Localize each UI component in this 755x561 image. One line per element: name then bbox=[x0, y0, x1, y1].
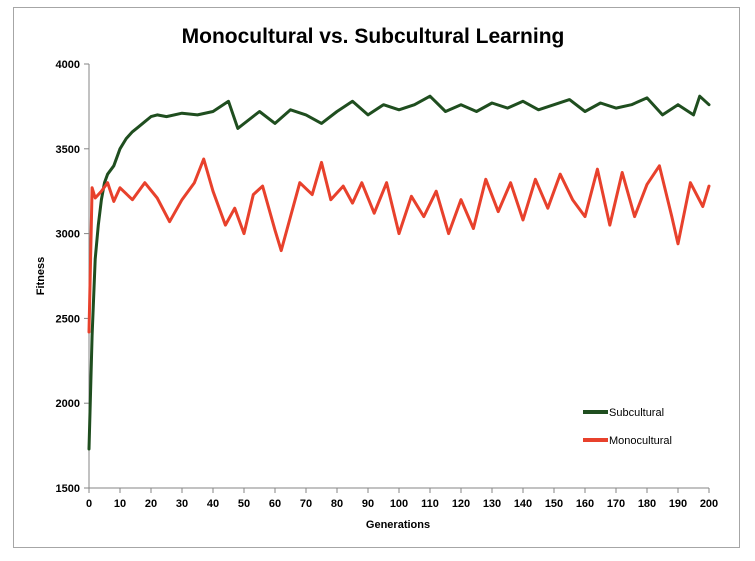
x-tick-label: 80 bbox=[331, 498, 343, 510]
chart-frame bbox=[13, 7, 740, 548]
y-tick-label: 3500 bbox=[56, 144, 80, 156]
x-tick-label: 60 bbox=[269, 498, 281, 510]
x-tick-label: 0 bbox=[86, 498, 92, 510]
chart-title: Monocultural vs. Subcultural Learning bbox=[182, 25, 565, 48]
y-tick-label: 2500 bbox=[56, 313, 80, 325]
y-axis-label: Fitness bbox=[35, 257, 47, 296]
x-tick-label: 20 bbox=[145, 498, 157, 510]
y-tick-label: 3000 bbox=[56, 229, 80, 241]
x-tick-label: 70 bbox=[300, 498, 312, 510]
series-line-monocultural bbox=[87, 157, 711, 334]
y-tick-label: 1500 bbox=[56, 483, 80, 495]
legend-label-monocultural: Monocultural bbox=[609, 435, 672, 447]
legend-label-subcultural: Subcultural bbox=[609, 407, 664, 419]
x-tick-label: 120 bbox=[452, 498, 470, 510]
x-tick-label: 30 bbox=[176, 498, 188, 510]
x-tick-label: 200 bbox=[700, 498, 718, 510]
x-tick-label: 110 bbox=[421, 498, 439, 510]
y-tick-label: 2000 bbox=[56, 398, 80, 410]
x-tick-label: 150 bbox=[545, 498, 563, 510]
x-tick-label: 90 bbox=[362, 498, 374, 510]
legend: Subcultural Monocultural bbox=[583, 407, 672, 447]
x-tick-label: 160 bbox=[576, 498, 594, 510]
series-line-subcultural bbox=[87, 94, 711, 451]
x-tick-label: 50 bbox=[238, 498, 250, 510]
x-axis-label: Generations bbox=[366, 519, 430, 531]
x-tick-label: 140 bbox=[514, 498, 532, 510]
plot-area: 1500 2000 2500 3000 3500 4000 0 10 20 30 40 50 60 70 8… bbox=[56, 59, 719, 510]
x-tick-label: 100 bbox=[390, 498, 408, 510]
y-tick-label: 4000 bbox=[56, 59, 80, 71]
x-tick-label: 10 bbox=[114, 498, 126, 510]
x-tick-label: 130 bbox=[483, 498, 501, 510]
x-tick-label: 190 bbox=[669, 498, 687, 510]
x-tick-label: 180 bbox=[638, 498, 656, 510]
x-tick-label: 40 bbox=[207, 498, 219, 510]
x-tick-label: 170 bbox=[607, 498, 625, 510]
